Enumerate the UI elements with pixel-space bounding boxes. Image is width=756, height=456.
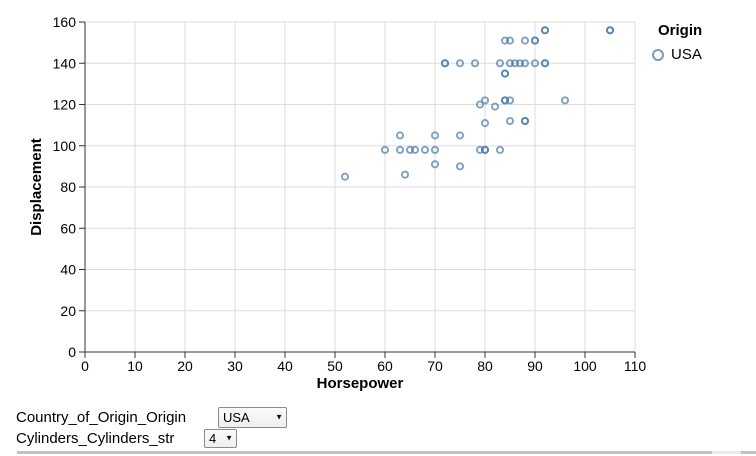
scatter-point [480,119,490,128]
usa-point-symbol-icon [652,48,664,61]
y-tick-label: 60 [60,220,76,236]
scatter-point [540,26,550,35]
y-tick-label: 160 [53,14,77,30]
scatter-point [475,145,485,154]
scatter-point [480,145,490,154]
scatter-point [530,36,540,45]
x-tick-label: 90 [527,358,543,374]
scatter-point [395,145,405,154]
horizontal-scrollbar-end[interactable] [741,451,756,454]
scatter-point [430,131,440,140]
legend-entry-usa: USA [652,46,702,63]
y-axis-title: Displacement [28,138,45,236]
scatter-point [455,59,465,68]
x-tick-label: 80 [477,358,493,374]
scatter-point [520,36,530,45]
y-tick-label: 140 [53,55,77,71]
scatter-point [420,145,430,154]
scatter-point [410,145,420,154]
x-tick-label: 10 [127,358,143,374]
x-tick-label: 30 [227,358,243,374]
x-tick-label: 100 [573,358,597,374]
y-tick-label: 100 [53,138,77,154]
x-axis-title: Horsepower [316,375,404,392]
horizontal-scrollbar-thumb[interactable] [17,451,712,454]
scatter-point [440,59,450,68]
x-tick-label: 110 [624,358,647,374]
x-tick-label: 40 [277,358,293,374]
scatter-point [530,59,540,68]
scatter-point [430,145,440,154]
origin-select[interactable]: USA [218,407,287,428]
scatter-point [405,145,415,154]
y-tick-label: 80 [60,179,76,195]
scatter-point [500,36,510,45]
legend-title: Origin [658,22,703,39]
x-tick-label: 20 [177,358,193,374]
scatter-chart: 0 10 20 30 40 50 60 70 80 90 100 110 0 20 40 60 80 100 120… [53,14,647,374]
cylinders-select-wrap: 4 ▼ [204,429,237,448]
scatter-point [490,102,500,111]
scatter-point [500,96,510,105]
legend-label-usa: USA [671,46,702,63]
scatter-point [495,59,505,68]
scatter-point [500,69,510,78]
scatter-point [395,131,405,140]
origin-select-wrap: USA ▼ [218,407,287,428]
scatter-point [455,162,465,171]
scatter-point [505,116,515,126]
scatter-point [605,26,615,35]
scatter-point [475,100,485,109]
scatter-point [495,145,505,154]
scatter-point [560,96,570,105]
y-tick-label: 40 [60,262,76,278]
scatter-point [505,96,515,105]
scatter-point [520,116,530,126]
scatter-point [505,59,515,68]
scatter-point [430,160,440,169]
scatter-point [400,170,410,179]
cylinders-select[interactable]: 4 [204,429,237,448]
x-tick-label: 60 [377,358,393,374]
scatter-point [510,59,520,68]
y-tick-label: 20 [60,303,76,319]
scatter-point [340,172,350,181]
scatter-point [455,131,465,140]
x-tick-label: 0 [81,358,89,374]
x-tick-label: 50 [327,358,343,374]
origin-select-label: Country_of_Origin_Origin [16,409,187,426]
cylinders-select-label: Cylinders_Cylinders_str [16,430,175,447]
scatter-point [540,59,550,68]
scatter-point [505,36,515,45]
y-tick-label: 0 [68,344,76,360]
x-tick-label: 70 [427,358,443,374]
scatter-point [480,96,490,105]
scatter-point [380,145,390,154]
scatter-point [470,59,480,68]
y-tick-label: 120 [53,97,77,113]
scatter-point [520,59,530,68]
legend: Origin USA [652,22,702,63]
scatter-point [515,59,525,68]
horizontal-scrollbar-track[interactable] [712,451,741,454]
